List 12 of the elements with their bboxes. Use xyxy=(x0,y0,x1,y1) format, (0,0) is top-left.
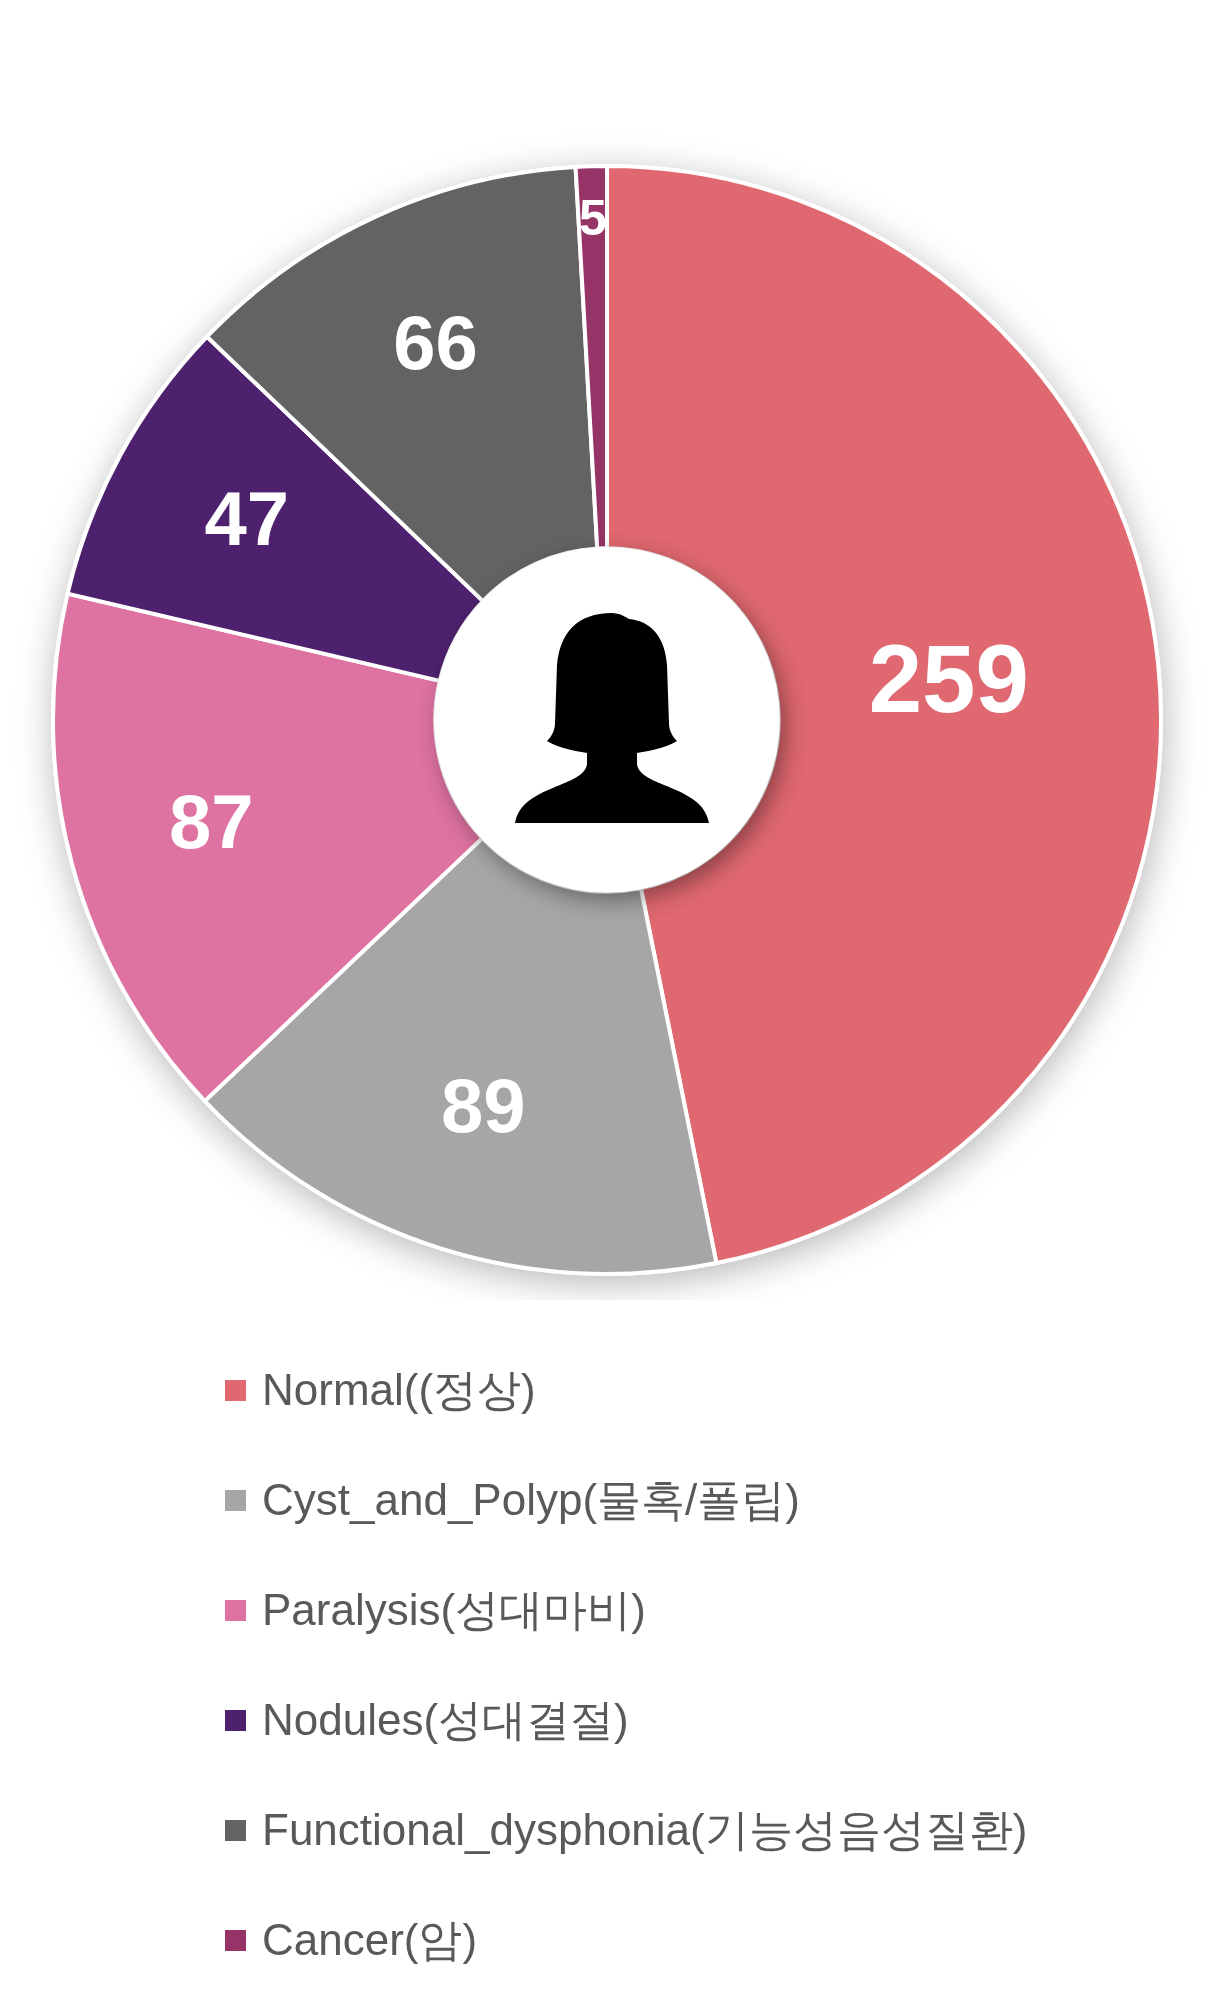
legend-label: Cyst_and_Polyp(물혹/폴립) xyxy=(262,1473,800,1526)
data-label: 89 xyxy=(440,1062,526,1148)
legend-label: Normal((정상) xyxy=(262,1363,536,1416)
data-label: 66 xyxy=(393,299,478,385)
data-label: 87 xyxy=(168,779,254,864)
legend-label: Nodules(성대결절) xyxy=(262,1693,629,1746)
data-label: 259 xyxy=(868,625,1029,733)
data-label: 47 xyxy=(204,476,289,562)
legend-label: Functional_dysphonia(기능성음성질환) xyxy=(262,1803,1028,1856)
legend-label: Paralysis(성대마비) xyxy=(262,1583,646,1636)
legend-label: Cancer(암) xyxy=(262,1913,478,1966)
data-label: 5 xyxy=(578,190,607,247)
